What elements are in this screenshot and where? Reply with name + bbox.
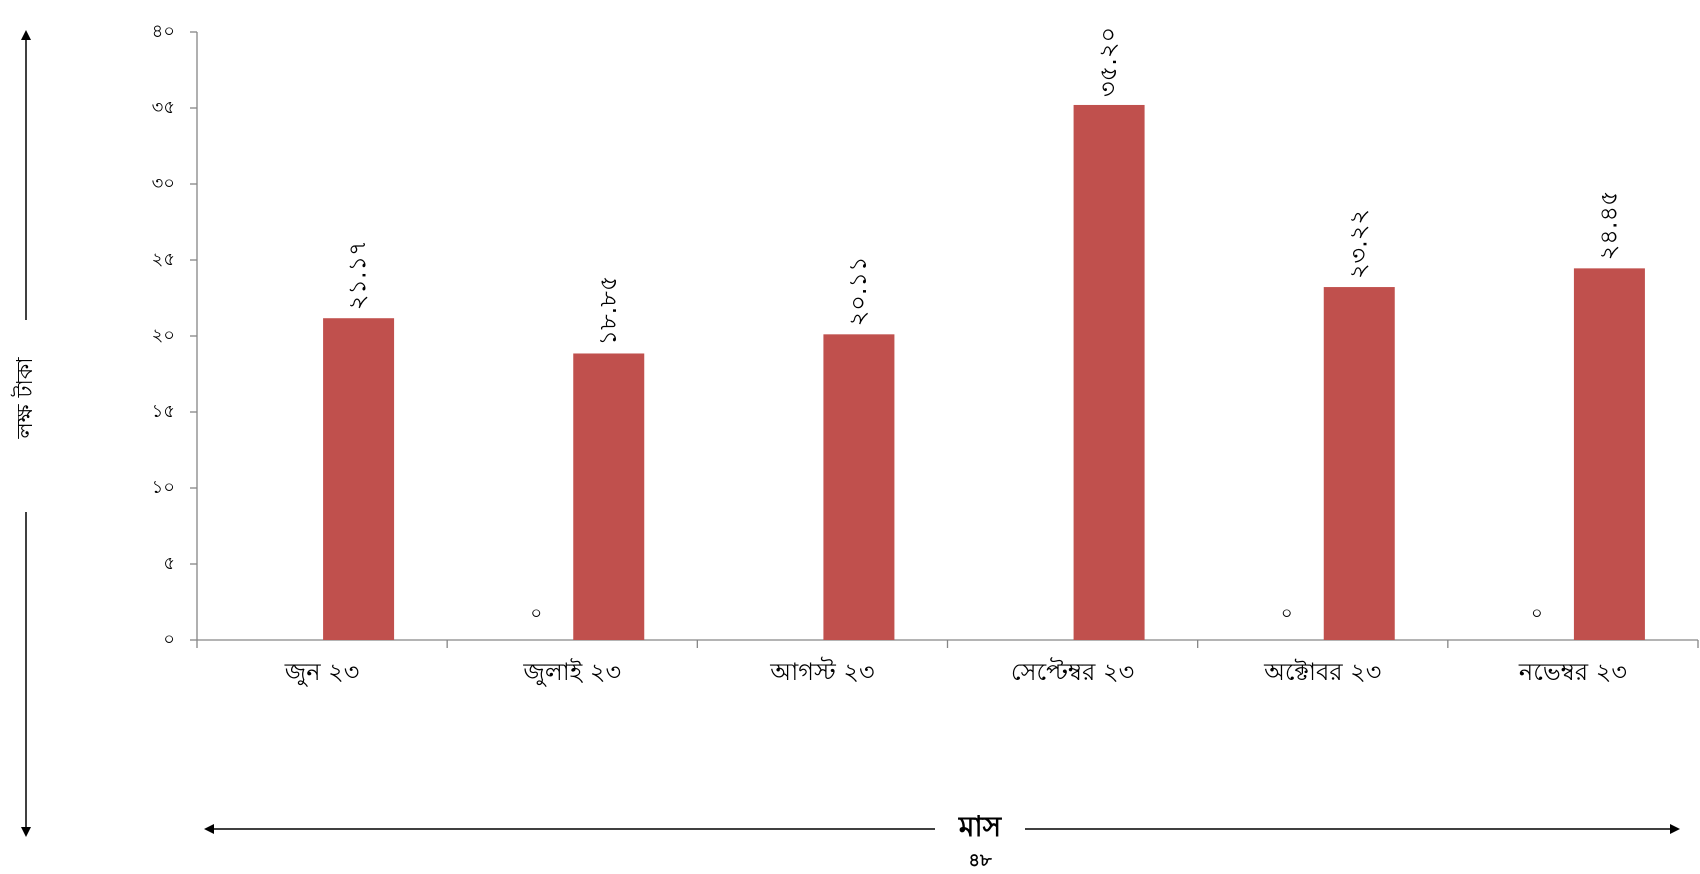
x-category-label: আগস্ট ২৩ xyxy=(769,657,874,686)
bar xyxy=(573,353,645,640)
y-tick-label: ৫ xyxy=(163,553,175,574)
data-label: ২৩.২২ xyxy=(1344,209,1372,279)
zero-value-label: ০ xyxy=(530,603,542,624)
x-axis-title: মাস xyxy=(958,810,1003,843)
zero-value-label: ০ xyxy=(1531,603,1543,624)
y-axis-title-group: লক্ষ টাকা xyxy=(11,30,38,837)
bar xyxy=(1323,287,1395,640)
y-tick-label: ২০ xyxy=(152,325,175,346)
data-label: ১৮.৮৫ xyxy=(594,276,622,346)
x-category-label: অক্টোবর ২৩ xyxy=(1263,658,1381,686)
bar xyxy=(823,334,895,640)
y-tick-label: ২৫ xyxy=(152,249,175,270)
x-axis-title-group: মাস xyxy=(204,810,1680,843)
data-label: ২১.১৭ xyxy=(344,240,372,310)
data-label: ২০.১১ xyxy=(844,256,872,326)
y-tick-label: ১০ xyxy=(152,477,175,498)
data-label: ৩৫.২০ xyxy=(1094,27,1122,97)
plot-area: ০ ৫ ১০ ১৫ ২০ ২৫ ৩০ ৩৫ ৪০ ২১.১৭ জুন ২৩ ০ ১৮.৮৫ জুলাই ২… xyxy=(152,21,1699,687)
x-category-label: জুলাই ২৩ xyxy=(522,658,621,687)
bar xyxy=(1573,268,1645,640)
x-category-label: সেপ্টেম্বর ২৩ xyxy=(1011,657,1134,686)
x-category-label: জুন ২৩ xyxy=(284,658,360,687)
y-tick-label: ৪০ xyxy=(152,21,175,42)
x-category-label: নভেম্বর ২৩ xyxy=(1518,658,1627,686)
bar xyxy=(1073,104,1145,640)
zero-value-label: ০ xyxy=(1281,603,1293,624)
data-label: ২৪.৪৫ xyxy=(1594,190,1622,260)
page-number: ৪৮ xyxy=(968,850,992,871)
y-tick-label: ৩৫ xyxy=(152,97,175,118)
y-tick-label: ০ xyxy=(163,629,175,650)
y-axis-title: লক্ষ টাকা xyxy=(11,357,38,440)
bar xyxy=(323,318,395,640)
y-tick-label: ৩০ xyxy=(152,173,175,194)
y-tick-label: ১৫ xyxy=(152,401,175,422)
